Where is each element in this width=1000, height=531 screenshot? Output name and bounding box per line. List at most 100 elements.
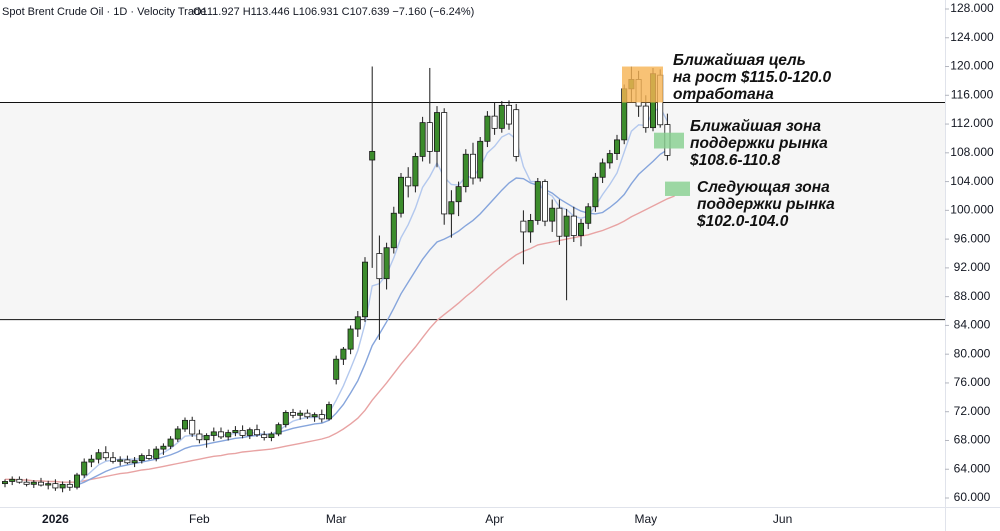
candle-body — [74, 474, 81, 488]
candle-body — [441, 112, 448, 215]
candle-body — [592, 176, 599, 208]
y-tick-label: 100.000 — [950, 203, 994, 217]
candle-body — [117, 459, 124, 462]
annotation: Следующая зона — [697, 179, 830, 196]
candle-body — [405, 176, 412, 187]
x-tick-label: Mar — [326, 512, 347, 526]
candle-body — [505, 104, 512, 125]
y-tick-label: 88.000 — [954, 289, 991, 303]
zone — [665, 181, 690, 196]
candle-body — [390, 212, 397, 249]
zone — [654, 132, 684, 149]
candle-body — [16, 478, 23, 483]
x-tick-label: Jun — [773, 512, 792, 526]
annotation: поддержки рынка — [690, 135, 828, 152]
candle-body — [534, 181, 541, 221]
candle-body — [102, 452, 109, 459]
candle-body — [124, 459, 131, 464]
candle-body — [304, 412, 311, 418]
candle-body — [570, 215, 577, 236]
candle-body — [232, 430, 239, 433]
candle-body — [491, 115, 498, 129]
candle-body — [261, 434, 268, 439]
candle-body — [253, 429, 260, 436]
y-tick-label: 76.000 — [954, 375, 991, 389]
candle-body — [167, 438, 174, 447]
y-tick-label: 120.000 — [950, 59, 994, 73]
annotation: Ближайшая зона — [690, 118, 821, 135]
plot — [0, 66, 945, 493]
candle-body — [325, 404, 332, 420]
annotation: $102.0-104.0 — [696, 213, 789, 230]
candle-body — [189, 419, 196, 435]
candle-body — [145, 455, 152, 459]
candle-body — [95, 452, 102, 460]
range-band — [0, 102, 945, 320]
candle-body — [361, 261, 368, 318]
candle-body — [66, 483, 73, 488]
candle-body — [311, 414, 318, 418]
annotation: Ближайшая цель — [673, 52, 806, 69]
candle-body — [642, 105, 649, 129]
candle-body — [38, 481, 45, 486]
candle-body — [160, 445, 167, 450]
candle-body — [268, 433, 275, 439]
candle-body — [81, 461, 88, 476]
candle-body — [484, 115, 491, 142]
candle-body — [498, 104, 505, 129]
candle-body — [347, 328, 354, 350]
candle-body — [354, 316, 361, 330]
candle-body — [52, 483, 59, 489]
candle-body — [239, 430, 246, 436]
candle-body — [23, 481, 30, 485]
y-tick-label: 80.000 — [954, 346, 991, 360]
candle-body — [599, 162, 606, 178]
candle-body — [196, 433, 203, 441]
candle-body — [614, 139, 621, 154]
y-tick-label: 128.000 — [950, 1, 994, 15]
candle-body — [138, 455, 145, 462]
ma-line — [5, 195, 675, 483]
annotation: отработана — [673, 86, 774, 103]
candle-body — [110, 457, 117, 462]
y-tick-label: 116.000 — [951, 87, 994, 101]
candle-body — [419, 122, 426, 157]
candle-body — [448, 201, 455, 215]
candle-body — [45, 483, 52, 486]
y-tick-label: 72.000 — [954, 404, 991, 418]
candle-body — [297, 412, 304, 416]
candle-body — [131, 460, 138, 464]
candle-body — [397, 176, 404, 214]
candle-body — [30, 481, 37, 485]
y-tick-label: 104.000 — [950, 174, 994, 188]
candle-body — [412, 156, 419, 187]
annotation: на рост $115.0-120.0 — [673, 69, 832, 86]
candle-body — [433, 112, 440, 152]
candle-body — [556, 207, 563, 237]
y-tick-label: 60.000 — [954, 490, 991, 504]
candle-body — [513, 109, 520, 157]
candle-body — [462, 153, 469, 188]
candle-body — [333, 358, 340, 380]
y-tick-label: 84.000 — [954, 318, 991, 332]
zone — [622, 66, 663, 103]
candle-body — [340, 348, 347, 360]
y-tick-label: 124.000 — [950, 30, 994, 44]
ohlc-readout: O111.927 H113.446 L106.931 C107.639 −7.1… — [193, 6, 474, 18]
candle-body — [606, 153, 613, 164]
candle-body — [585, 206, 592, 224]
candle-body — [225, 432, 232, 438]
x-tick-label: 2026 — [42, 512, 69, 526]
candle-body — [246, 429, 253, 436]
candle-body — [455, 186, 462, 203]
candle-body — [549, 207, 556, 222]
candle-body — [318, 414, 325, 420]
x-tick-label: May — [634, 512, 657, 526]
candle-body — [59, 483, 66, 489]
candle-body — [153, 448, 160, 459]
y-tick-label: 96.000 — [954, 231, 991, 245]
candle-body — [426, 122, 433, 152]
x-tick-label: Apr — [485, 512, 504, 526]
